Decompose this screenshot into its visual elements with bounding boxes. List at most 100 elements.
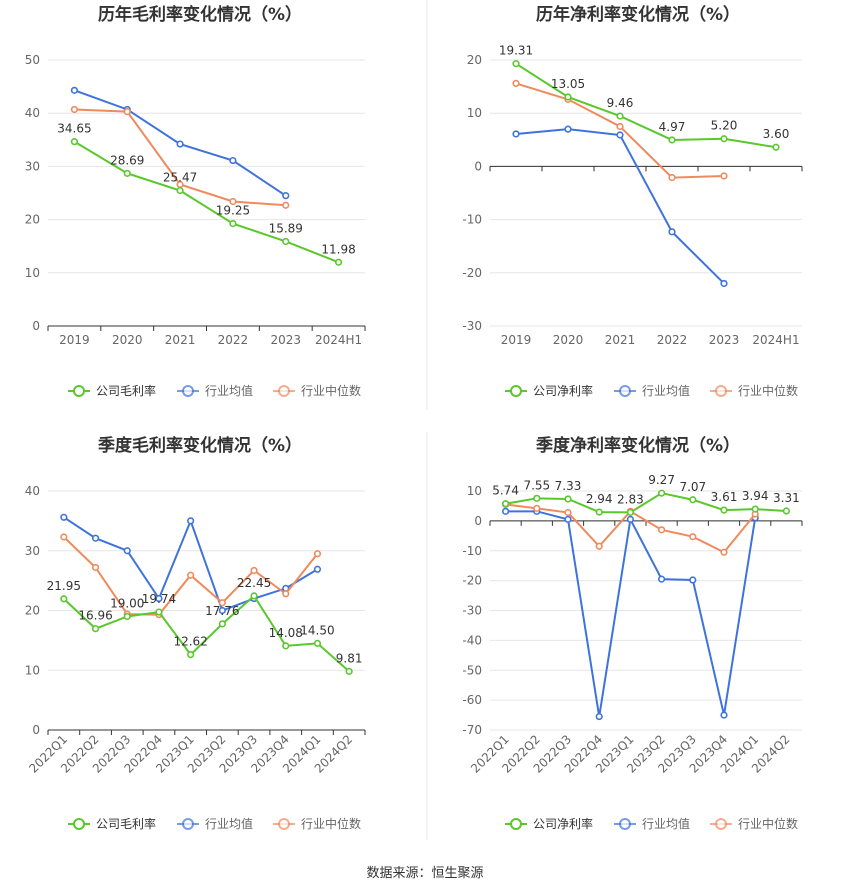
data-label: 9.81 <box>336 651 363 665</box>
y-tick-label: 10 <box>467 484 482 498</box>
data-point-industry_median <box>218 599 226 607</box>
series-line-company <box>505 492 787 514</box>
y-tick-label: 20 <box>25 213 40 227</box>
data-point-company <box>70 138 79 146</box>
legend-label: 行业均值 <box>642 383 690 398</box>
data-point-company <box>657 489 666 497</box>
legend-label: 行业中位数 <box>738 383 798 398</box>
data-label: 34.65 <box>57 122 91 136</box>
data-point-industry_median <box>250 566 258 575</box>
data-point-industry_avg <box>595 712 603 721</box>
data-point-company <box>334 258 343 266</box>
y-tick-label: -30 <box>462 319 482 333</box>
data-point-company <box>616 112 624 120</box>
y-tick-label: 20 <box>467 53 482 67</box>
data-point-industry_avg <box>564 515 572 523</box>
data-label: 5.20 <box>711 119 738 133</box>
legend-label: 行业中位数 <box>738 816 798 831</box>
data-point-company <box>626 508 635 517</box>
y-tick-label: 40 <box>25 106 40 120</box>
legend-marker <box>715 818 727 830</box>
data-point-industry_median <box>720 548 728 556</box>
data-point-industry_avg <box>512 130 520 138</box>
legend-marker <box>182 818 194 830</box>
data-point-industry_median <box>595 542 603 550</box>
data-label: 3.94 <box>742 489 769 503</box>
data-point-industry_avg <box>155 594 163 603</box>
series-line-company <box>73 140 339 264</box>
data-label: 9.27 <box>648 473 675 487</box>
data-point-industry_avg <box>187 517 195 525</box>
data-label: 3.31 <box>773 491 800 505</box>
data-label: 17.76 <box>205 604 239 618</box>
chart-1: 历年毛利率变化情况（%） 0 10 20 30 40 50 2019 2020 2021 2022 2… <box>25 4 366 398</box>
data-point-industry_avg <box>616 131 624 139</box>
legend-marker <box>73 385 85 397</box>
data-point-company <box>564 495 572 503</box>
y-tick-label: -40 <box>462 633 482 647</box>
data-point-industry_median <box>616 122 624 131</box>
data-point-industry_median <box>689 533 697 541</box>
legend-marker <box>510 385 522 397</box>
y-tick-label: 40 <box>25 484 40 498</box>
chart-title: 历年净利率变化情况（%） <box>536 4 740 25</box>
data-label: 2.83 <box>617 492 644 506</box>
legend-label: 公司净利率 <box>533 383 593 398</box>
x-tick-label: 2020 <box>553 333 584 347</box>
data-point-industry_median <box>91 563 100 572</box>
x-tick-label: 2023 <box>709 333 740 347</box>
data-label: 12.62 <box>173 635 207 649</box>
data-point-industry_avg <box>313 565 322 573</box>
legend-label: 公司净利率 <box>533 816 593 831</box>
data-point-industry_avg <box>123 547 131 555</box>
x-tick-label: 2019 <box>501 333 532 347</box>
legend-label: 行业均值 <box>642 816 690 831</box>
chart-2: 历年净利率变化情况（%） -30 -20 -10 0 10 20 2019 2020 2021 20… <box>462 4 803 398</box>
data-point-industry_median <box>313 550 322 558</box>
legend-marker <box>619 385 631 397</box>
data-point-company <box>155 608 163 616</box>
y-tick-label: 10 <box>25 663 40 677</box>
x-tick-label: 2020 <box>112 333 143 347</box>
data-point-company <box>229 219 237 228</box>
data-point-industry_avg <box>720 711 728 719</box>
y-tick-label: 0 <box>32 723 40 737</box>
legend-marker <box>278 818 290 830</box>
legend-marker <box>619 818 631 830</box>
legend-marker <box>715 385 727 397</box>
x-tick-label: 2021 <box>605 333 636 347</box>
data-label: 7.07 <box>679 480 706 494</box>
data-point-company <box>533 494 541 502</box>
data-point-industry_median <box>282 201 290 209</box>
data-point-industry_avg <box>657 575 666 583</box>
data-point-company <box>123 612 131 621</box>
data-label: 4.97 <box>659 120 686 134</box>
data-point-company <box>176 186 184 195</box>
data-point-company <box>751 505 759 513</box>
data-source: 数据来源：恒生聚源 <box>366 866 484 881</box>
data-point-company <box>60 595 68 603</box>
data-label: 3.61 <box>711 490 738 504</box>
data-point-company <box>282 237 290 246</box>
legend-marker <box>182 385 194 397</box>
chart-title: 季度毛利率变化情况（%） <box>98 435 302 456</box>
data-point-industry_median <box>282 590 290 598</box>
y-tick-label: 10 <box>467 106 482 120</box>
data-point-industry_avg <box>176 140 184 148</box>
data-point-company <box>782 507 791 515</box>
legend-label: 公司毛利率 <box>96 816 156 831</box>
data-label: 25.47 <box>163 170 197 184</box>
chart-title: 历年毛利率变化情况（%） <box>98 4 302 25</box>
data-label: 5.74 <box>492 484 519 498</box>
data-point-industry_median <box>123 108 131 116</box>
legend-label: 行业中位数 <box>301 383 361 398</box>
data-label: 7.55 <box>523 478 550 492</box>
data-point-industry_median <box>720 172 728 180</box>
data-label: 14.50 <box>300 623 334 637</box>
data-point-industry_avg <box>720 279 728 288</box>
data-point-industry_avg <box>668 228 676 236</box>
data-point-industry_median <box>512 79 520 88</box>
data-label: 14.08 <box>269 626 303 640</box>
data-label: 7.33 <box>555 479 582 493</box>
y-tick-label: 0 <box>474 514 482 528</box>
